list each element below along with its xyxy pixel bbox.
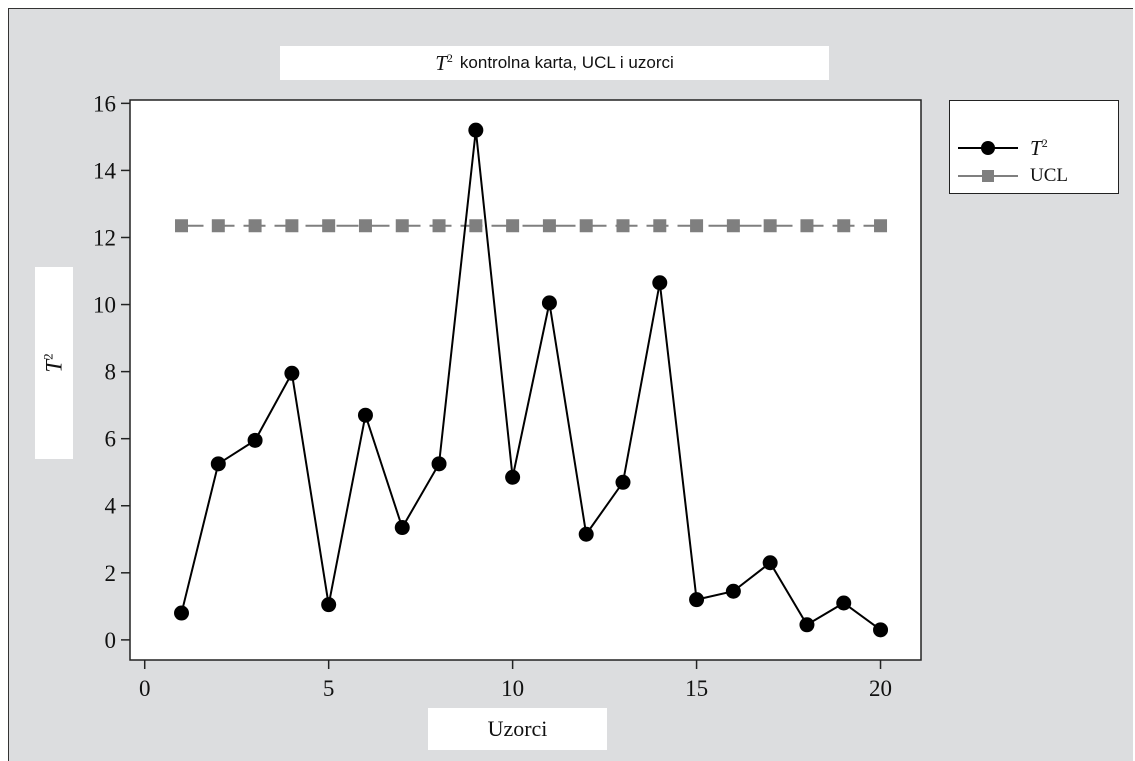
legend: T2 UCL <box>949 100 1119 194</box>
t2-point <box>321 597 337 613</box>
t2-point <box>174 605 190 621</box>
legend-item-t2: T2 <box>958 133 1048 163</box>
title-symbol: T2 <box>435 51 453 76</box>
ucl-point <box>763 219 777 233</box>
ucl-point <box>726 219 740 233</box>
chart-title: T2 kontrolna karta, UCL i uzorci <box>280 46 829 80</box>
title-symbol-superscript: 2 <box>446 50 453 65</box>
y-tick-label: 14 <box>93 158 117 183</box>
t2-point <box>689 592 705 608</box>
ucl-point <box>211 219 225 233</box>
ucl-point <box>432 219 446 233</box>
plot-area <box>129 99 922 661</box>
ucl-point <box>690 219 704 233</box>
y-tick-label: 12 <box>93 225 116 250</box>
y-tick-label: 10 <box>93 293 116 318</box>
ucl-point <box>506 219 520 233</box>
ucl-point <box>874 219 888 233</box>
y-axis-label-box <box>35 267 73 459</box>
ucl-point <box>616 219 630 233</box>
x-tick-label: 5 <box>323 676 335 701</box>
x-axis-label-text: Uzorci <box>487 716 548 741</box>
y-tick-label: 4 <box>105 494 117 519</box>
t2-point <box>836 595 852 611</box>
t2-point <box>284 365 300 381</box>
t2-point <box>799 617 815 633</box>
title-text: kontrolna karta, UCL i uzorci <box>459 53 674 72</box>
legend-label-t2: T2 <box>1030 136 1048 161</box>
t2-point <box>762 555 778 571</box>
title-symbol-letter: T <box>435 50 447 75</box>
t2-point <box>505 469 521 485</box>
t2-point <box>873 622 889 638</box>
x-tick-label: 20 <box>869 676 892 701</box>
t2-point <box>615 474 631 490</box>
ucl-series <box>175 219 888 233</box>
y-tick-label: 0 <box>105 628 117 653</box>
t2-point <box>247 432 263 448</box>
legend-swatch-ucl <box>958 170 1018 182</box>
t2-line <box>180 130 882 631</box>
t2-point <box>725 583 741 599</box>
x-tick-label: 15 <box>685 676 708 701</box>
t2-point <box>541 295 557 311</box>
ucl-point <box>837 219 851 233</box>
ucl-point <box>248 219 262 233</box>
t2-point <box>468 122 484 138</box>
t2-point <box>394 520 410 536</box>
legend-swatch-t2 <box>958 141 1018 155</box>
ucl-point <box>322 219 336 233</box>
legend-label-t2-superscript: 2 <box>1041 135 1048 150</box>
ucl-point <box>285 219 299 233</box>
ucl-point <box>395 219 409 233</box>
y-tick-label: 2 <box>105 561 117 586</box>
axes: 0 5 10 15 20 0 2 4 6 8 10 12 14 16 <box>93 91 892 701</box>
x-tick-label: 0 <box>139 676 151 701</box>
t2-point <box>431 456 447 472</box>
t2-point <box>578 526 594 542</box>
ucl-point <box>358 219 372 233</box>
legend-label-t2-symbol: T <box>1030 135 1042 160</box>
y-tick-label: 8 <box>105 360 117 385</box>
legend-label-ucl: UCL <box>1030 165 1068 186</box>
y-tick-label: 16 <box>93 91 116 116</box>
ucl-point <box>653 219 667 233</box>
t2-point <box>210 456 226 472</box>
y-tick-label: 6 <box>105 427 117 452</box>
t2-point <box>652 275 668 291</box>
x-tick-label: 10 <box>501 676 524 701</box>
ucl-point <box>579 219 593 233</box>
ucl-point <box>469 219 483 233</box>
ucl-point <box>800 219 814 233</box>
t2-series <box>174 122 889 638</box>
legend-item-ucl: UCL <box>958 161 1068 191</box>
x-axis-label: Uzorci <box>428 708 607 750</box>
t2-point <box>357 407 373 423</box>
ucl-point <box>175 219 189 233</box>
ucl-point <box>542 219 556 233</box>
